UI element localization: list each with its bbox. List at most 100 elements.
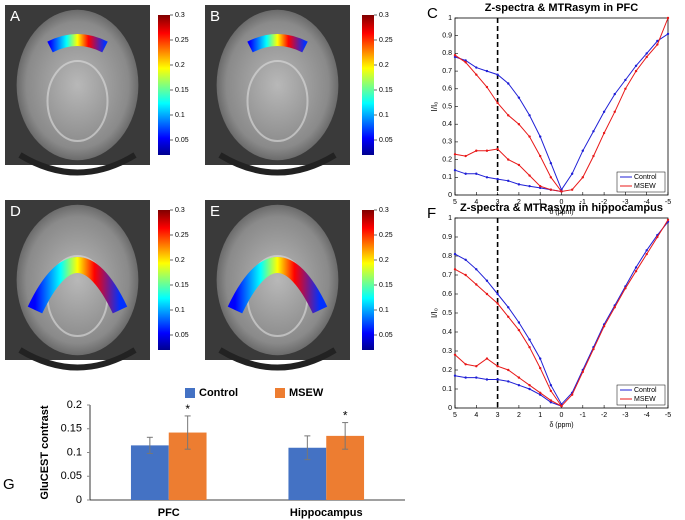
x-tick-label: -2 — [601, 199, 607, 206]
colorbar-tick-label: 0.15 — [175, 282, 189, 289]
y-tick-label: 0.2 — [442, 156, 452, 163]
point — [528, 114, 531, 117]
y-tick-label: 0.8 — [442, 50, 452, 57]
point — [624, 78, 627, 82]
point — [475, 268, 478, 271]
point — [485, 357, 489, 360]
point — [507, 306, 510, 309]
skull-outline — [18, 347, 137, 371]
panel-label: E — [210, 203, 220, 220]
point — [496, 378, 499, 381]
colorbar-tick-label: 0.05 — [175, 332, 189, 339]
panel-label: F — [427, 205, 436, 222]
y-tick-label: 0.5 — [442, 103, 452, 110]
point — [613, 92, 616, 96]
chart-title: Z-spectra & MTRasym in PFC — [485, 2, 638, 14]
point — [645, 252, 648, 256]
point — [496, 147, 499, 151]
midline — [46, 60, 109, 142]
point — [517, 96, 521, 99]
y-tick-label: 0.05 — [61, 470, 82, 482]
roi — [27, 257, 128, 314]
point — [507, 82, 510, 85]
colorbar-tick-label: 0.25 — [379, 37, 393, 44]
brain — [216, 204, 339, 356]
point — [613, 110, 616, 114]
legend-label: MSEW — [634, 396, 656, 403]
point — [666, 32, 670, 36]
legend-label: MSEW — [634, 183, 656, 190]
error-bar — [304, 435, 311, 461]
point — [549, 176, 553, 179]
y-tick-label: 0.7 — [442, 68, 452, 75]
point — [507, 158, 510, 161]
y-tick-label: 0.3 — [442, 348, 452, 355]
legend-label: MSEW — [289, 387, 324, 399]
y-tick-label: 1 — [448, 215, 452, 222]
midline — [246, 60, 309, 142]
colorbar-tick-label: 0.15 — [379, 282, 393, 289]
point — [528, 338, 531, 341]
x-tick-label: -5 — [665, 412, 671, 419]
colorbar-tick-label: 0.25 — [175, 232, 189, 239]
x-tick-label: 1 — [538, 199, 542, 206]
point — [507, 114, 510, 117]
x-tick-label: 4 — [474, 412, 478, 419]
point — [507, 179, 510, 183]
point — [464, 61, 467, 64]
brain — [16, 204, 139, 356]
point — [517, 123, 521, 126]
y-tick-label: 0.15 — [61, 423, 82, 435]
point — [464, 154, 467, 158]
y-tick-label: 0 — [76, 494, 82, 506]
point — [656, 235, 659, 239]
y-axis-label: GluCEST contrast — [39, 405, 51, 499]
colorbar — [158, 210, 170, 350]
x-tick-label: -3 — [622, 412, 628, 419]
point — [592, 130, 595, 133]
skull-outline — [218, 347, 337, 371]
colorbar-tick-label: 0.1 — [379, 112, 389, 119]
point — [464, 376, 467, 379]
point — [528, 184, 531, 188]
colorbar-tick-label: 0.2 — [175, 62, 185, 69]
significance-mark: * — [343, 409, 348, 423]
point — [485, 378, 489, 381]
point — [496, 73, 499, 76]
point — [453, 252, 457, 256]
y-tick-label: 0.9 — [442, 33, 452, 40]
point — [613, 306, 616, 309]
point — [475, 376, 478, 379]
point — [634, 64, 638, 67]
series-line — [454, 17, 669, 193]
y-tick-label: 0.1 — [442, 386, 452, 393]
colorbar-tick-label: 0.25 — [175, 37, 189, 44]
point — [464, 172, 467, 175]
point — [581, 370, 584, 374]
point — [539, 393, 542, 396]
y-tick-label: 0.4 — [442, 121, 452, 128]
point — [581, 149, 584, 152]
point — [464, 258, 467, 261]
y-tick-label: 0.5 — [442, 310, 452, 317]
x-tick-label: 2 — [517, 412, 521, 419]
point — [624, 287, 627, 290]
point — [592, 154, 595, 158]
point — [645, 249, 648, 252]
colorbar-tick-label: 0.1 — [175, 112, 185, 119]
skull-outline — [218, 152, 337, 176]
point — [539, 186, 542, 190]
point — [485, 149, 489, 152]
point — [507, 368, 510, 372]
point — [528, 135, 531, 138]
brain — [216, 9, 339, 161]
colorbar-tick-label: 0.05 — [379, 332, 393, 339]
y-tick-label: 0.6 — [442, 291, 452, 298]
colorbar-tick-label: 0.3 — [379, 12, 389, 19]
plot-frame — [454, 17, 669, 196]
point — [475, 73, 478, 76]
point — [496, 177, 499, 181]
point — [539, 184, 542, 188]
colorbar-tick-label: 0.15 — [175, 87, 189, 94]
